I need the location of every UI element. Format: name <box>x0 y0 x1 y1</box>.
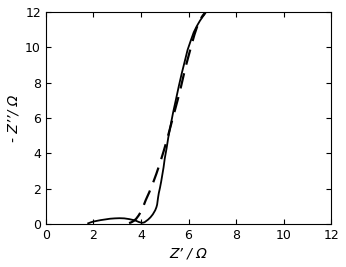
X-axis label: Z’ / Ω: Z’ / Ω <box>170 246 208 260</box>
Y-axis label: - Z’’/ Ω: - Z’’/ Ω <box>7 94 21 142</box>
